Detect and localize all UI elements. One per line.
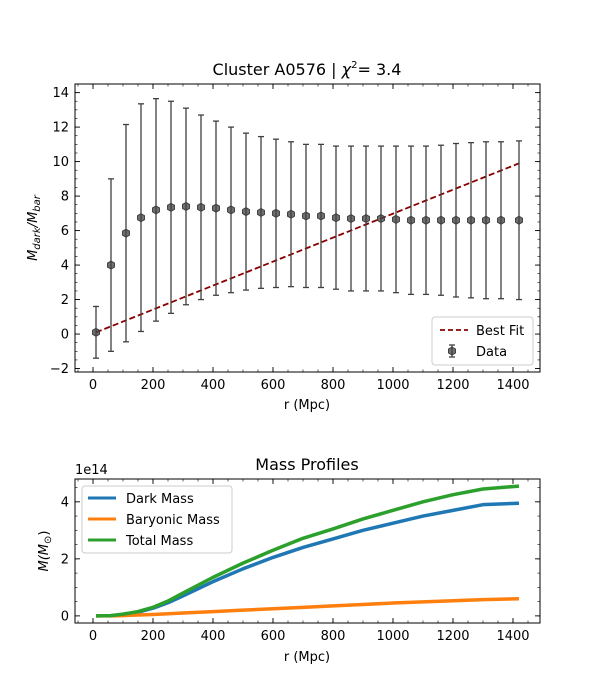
mass-x-tick-label: 800 (321, 629, 346, 644)
mass-chart: Mass Profiles 1e14 0 200 400 600 800 1000 1200… (37, 455, 541, 665)
mass-y-tick-label: 2 (61, 552, 69, 567)
data-point (362, 213, 370, 224)
data-point (92, 327, 100, 337)
ratio-y-tick-label: 2 (61, 293, 69, 308)
mass-chart-xlabel: r (Mpc) (284, 650, 330, 665)
data-point (347, 213, 355, 224)
legend-dark-label: Dark Mass (126, 492, 194, 507)
total-mass-line (95, 484, 520, 618)
mass-chart-offset-label: 1e14 (75, 463, 108, 478)
ratio-y-tick-label: 10 (52, 155, 69, 170)
ratio-chart-ylabel: Mdark/Mbar (26, 194, 43, 261)
ratio-x-tick-label: 600 (261, 378, 286, 393)
best-fit-line (95, 162, 520, 334)
ratio-x-tick-label: 400 (201, 378, 226, 393)
ratio-y-tick-label: 6 (61, 224, 69, 239)
mass-y-tick-label: 0 (61, 609, 69, 624)
mass-x-tick-label: 0 (89, 629, 97, 644)
data-point (302, 211, 310, 221)
mass-chart-ylabel: M(M⊙) (37, 531, 54, 572)
ratio-y-tick-label: 14 (52, 86, 69, 101)
mass-x-tick-label: 400 (201, 629, 226, 644)
mass-x-tick-label: 1200 (436, 629, 469, 644)
ratio-x-tick-label: 1000 (376, 378, 409, 393)
data-point (122, 228, 130, 238)
data-point (212, 203, 220, 213)
legend-bestfit-label: Best Fit (476, 324, 524, 339)
data-point (482, 215, 490, 225)
data-point (107, 260, 115, 270)
data-point (452, 215, 460, 225)
mass-legend-box (81, 485, 233, 554)
mass-x-tick-label: 600 (261, 629, 286, 644)
data-point (272, 208, 280, 218)
data-point (317, 211, 325, 221)
data-point (227, 205, 235, 215)
data-point (257, 207, 265, 218)
legend-data-label: Data (476, 345, 507, 360)
mass-x-tick-label: 1400 (496, 629, 529, 644)
legend-baryonic-label: Baryonic Mass (126, 513, 220, 528)
legend-data-marker (448, 346, 456, 356)
data-point (137, 213, 145, 223)
ratio-legend-box (431, 316, 534, 366)
data-point (377, 213, 385, 224)
ratio-y-tick-label: 0 (61, 328, 69, 343)
ratio-x-tick-label: 200 (141, 378, 166, 393)
mass-chart-legend: Dark Mass Baryonic Mass Total Mass (81, 485, 233, 554)
data-point (167, 202, 175, 212)
data-point (197, 202, 205, 212)
data-point (392, 214, 400, 224)
data-point (422, 215, 430, 225)
ratio-chart-xlabel: r (Mpc) (284, 398, 330, 413)
data-point (467, 215, 475, 225)
data-point (437, 215, 445, 225)
ratio-x-tick-label: 0 (89, 378, 97, 393)
data-point (287, 209, 295, 219)
data-point (497, 215, 505, 225)
ratio-chart-legend: Best Fit Data (431, 316, 534, 366)
ratio-chart-frame (74, 83, 541, 373)
ratio-x-tick-label: 800 (321, 378, 346, 393)
mass-chart-frame (74, 478, 541, 624)
ratio-y-tick-label: 8 (61, 190, 69, 205)
ratio-y-tick-label: −2 (50, 362, 69, 377)
ratio-x-tick-label: 1400 (496, 378, 529, 393)
data-point (242, 207, 250, 217)
ratio-y-tick-label: 12 (52, 121, 69, 136)
data-point (182, 201, 190, 212)
data-point (332, 213, 340, 223)
data-point (407, 215, 415, 225)
baryonic-mass-line (96, 597, 520, 618)
ratio-chart: Cluster A0576 | χ2= 3.4 0 200 400 600 800 100… (26, 60, 541, 413)
mass-x-tick-label: 1000 (376, 629, 409, 644)
legend-total-label: Total Mass (125, 534, 193, 549)
mass-chart-title: Mass Profiles (255, 455, 358, 474)
ratio-chart-title: Cluster A0576 | χ2= 3.4 (213, 60, 402, 79)
data-point (152, 205, 160, 215)
ratio-y-tick-label: 4 (61, 259, 69, 274)
ratio-x-tick-label: 1200 (436, 378, 469, 393)
mass-x-tick-label: 200 (141, 629, 166, 644)
mass-y-tick-label: 4 (61, 495, 69, 510)
data-point (515, 215, 523, 225)
